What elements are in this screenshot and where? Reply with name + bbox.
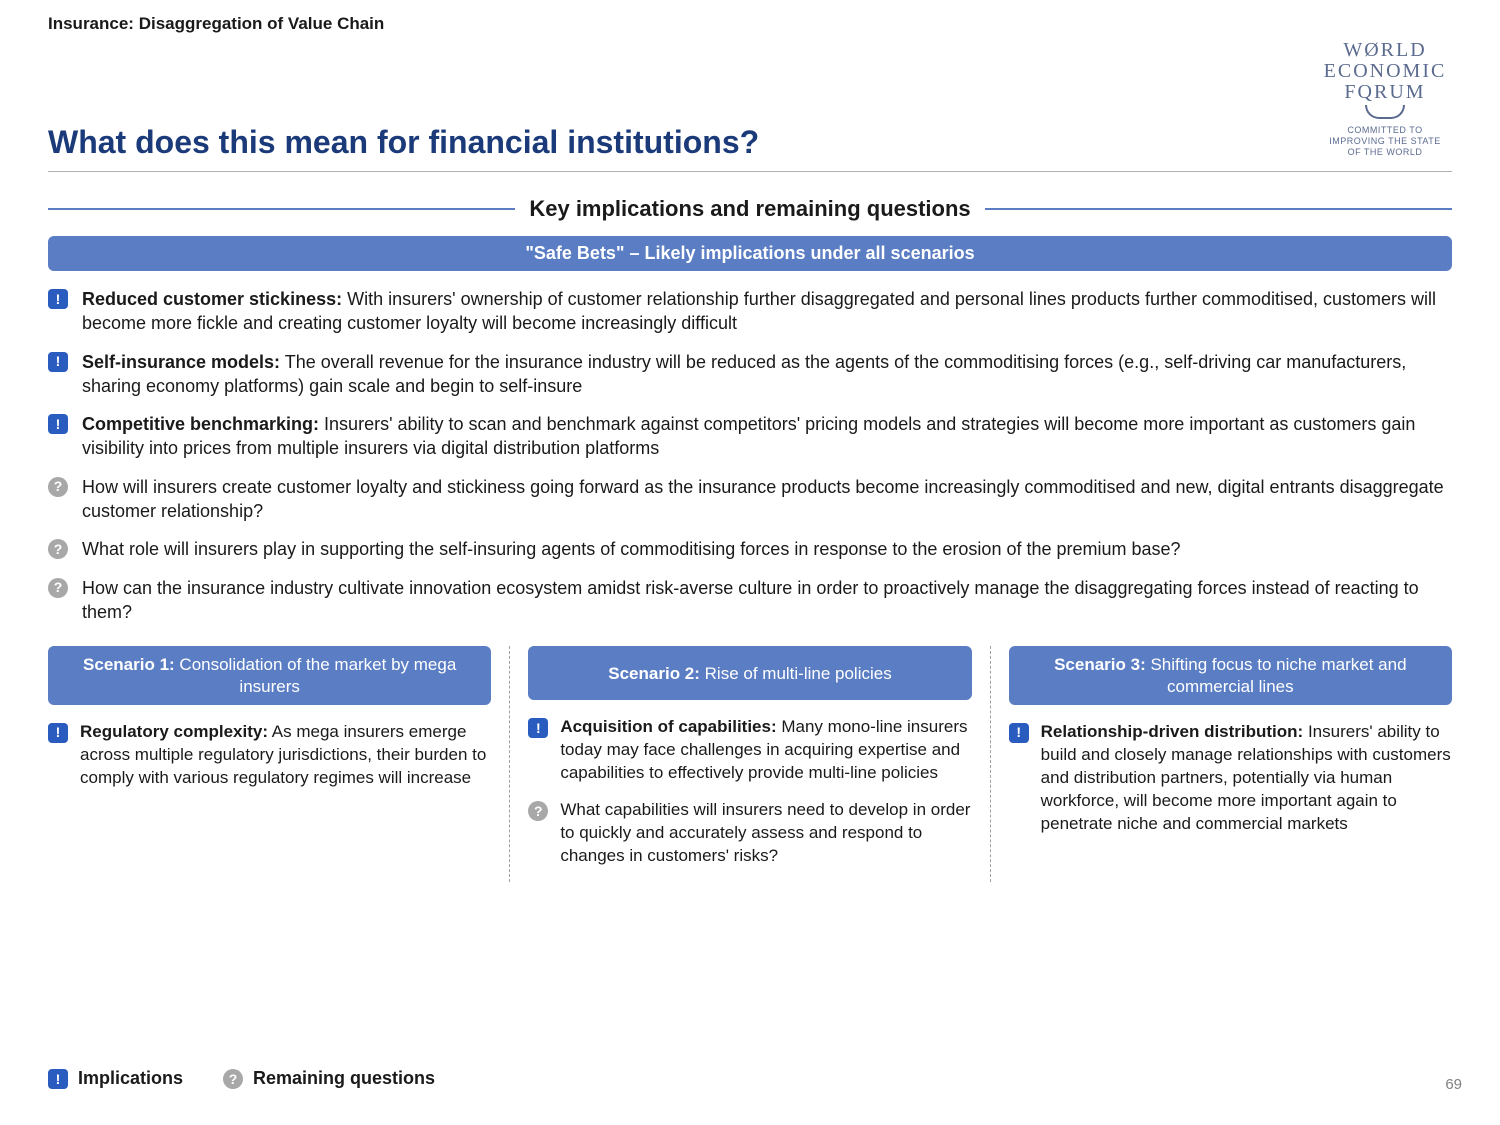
list-item-body: How will insurers create customer loyalt…	[82, 475, 1452, 524]
main-item-list: ! Reduced customer stickiness: With insur…	[48, 287, 1452, 624]
question-icon: ?	[528, 801, 548, 821]
list-item: ? What capabilities will insurers need to…	[528, 799, 971, 868]
list-item-lead: Acquisition of capabilities:	[560, 717, 776, 736]
logo-tagline3: OF THE WORLD	[1300, 147, 1470, 158]
list-item-body: How can the insurance industry cultivate…	[82, 576, 1452, 625]
list-item: ! Reduced customer stickiness: With insur…	[48, 287, 1452, 336]
scenario-header: Scenario 2: Rise of multi-line policies	[528, 646, 971, 700]
question-icon: ?	[48, 477, 68, 497]
section-header-text: Key implications and remaining questions	[529, 196, 970, 222]
logo-arc-icon	[1365, 105, 1405, 119]
list-item-body: Competitive benchmarking: Insurers' abil…	[82, 412, 1452, 461]
scenario-column: Scenario 1: Consolidation of the market …	[48, 646, 491, 882]
logo-line1: WØRLD	[1300, 40, 1470, 61]
list-item-body: Regulatory complexity: As mega insurers …	[80, 721, 491, 790]
title-rule	[48, 171, 1452, 172]
list-item-text: How can the insurance industry cultivate…	[82, 578, 1419, 622]
legend: ! Implications ? Remaining questions	[48, 1067, 435, 1089]
list-item-text: How will insurers create customer loyalt…	[82, 477, 1444, 521]
page-title: What does this mean for financial instit…	[48, 124, 1452, 161]
scenario-header-rest: Rise of multi-line policies	[700, 664, 892, 683]
exclamation-icon: !	[48, 414, 68, 434]
scenario-header-bold: Scenario 2:	[608, 664, 700, 683]
exclamation-icon: !	[48, 723, 68, 743]
wef-logo: WØRLD ECONOMIC FQRUM COMMITTED TO IMPROV…	[1300, 40, 1470, 157]
list-item: ! Regulatory complexity: As mega insurers…	[48, 721, 491, 790]
page-number: 69	[1445, 1076, 1462, 1093]
scenario-header-rest: Consolidation of the market by mega insu…	[175, 655, 457, 695]
scenarios-row: Scenario 1: Consolidation of the market …	[48, 646, 1452, 882]
legend-remaining-label: Remaining questions	[253, 1068, 435, 1089]
exclamation-icon: !	[528, 718, 548, 738]
list-item-lead: Regulatory complexity:	[80, 722, 268, 741]
scenario-column: Scenario 3: Shifting focus to niche mark…	[1009, 646, 1452, 882]
legend-remaining: ? Remaining questions	[223, 1067, 435, 1089]
exclamation-icon: !	[1009, 723, 1029, 743]
legend-implications: ! Implications	[48, 1067, 183, 1089]
list-item: ? What role will insurers play in support…	[48, 537, 1452, 561]
logo-line2: ECONOMIC	[1300, 61, 1470, 82]
question-icon: ?	[48, 578, 68, 598]
scenario-header: Scenario 3: Shifting focus to niche mark…	[1009, 646, 1452, 705]
exclamation-icon: !	[48, 289, 68, 309]
list-item: ! Self-insurance models: The overall reve…	[48, 350, 1452, 399]
section-rule-left	[48, 208, 515, 210]
list-item-lead: Relationship-driven distribution:	[1041, 722, 1304, 741]
section-header: Key implications and remaining questions	[48, 196, 1452, 222]
list-item-lead: Self-insurance models:	[82, 352, 280, 372]
list-item-text: What capabilities will insurers need to …	[560, 800, 970, 865]
safe-bets-bar: "Safe Bets" – Likely implications under …	[48, 236, 1452, 271]
list-item: ! Competitive benchmarking: Insurers' abi…	[48, 412, 1452, 461]
logo-tagline1: COMMITTED TO	[1300, 125, 1470, 136]
breadcrumb: Insurance: Disaggregation of Value Chain	[48, 14, 1452, 34]
list-item: ? How can the insurance industry cultivat…	[48, 576, 1452, 625]
exclamation-icon: !	[48, 1069, 68, 1089]
question-icon: ?	[223, 1069, 243, 1089]
list-item-body: Self-insurance models: The overall reven…	[82, 350, 1452, 399]
list-item-lead: Competitive benchmarking:	[82, 414, 319, 434]
list-item-text: What role will insurers play in supporti…	[82, 539, 1181, 559]
list-item-body: Acquisition of capabilities: Many mono-l…	[560, 716, 971, 785]
list-item-body: What capabilities will insurers need to …	[560, 799, 971, 868]
list-item-text: The overall revenue for the insurance in…	[82, 352, 1406, 396]
question-icon: ?	[48, 539, 68, 559]
scenario-column: Scenario 2: Rise of multi-line policies!…	[509, 646, 990, 882]
section-rule-right	[985, 208, 1452, 210]
scenario-header-rest: Shifting focus to niche market and comme…	[1146, 655, 1407, 695]
scenario-header-bold: Scenario 3:	[1054, 655, 1146, 674]
scenario-item-list: ! Relationship-driven distribution: Insur…	[1009, 721, 1452, 836]
list-item-lead: Reduced customer stickiness:	[82, 289, 342, 309]
scenario-header-bold: Scenario 1:	[83, 655, 175, 674]
list-item: ? How will insurers create customer loyal…	[48, 475, 1452, 524]
logo-tagline2: IMPROVING THE STATE	[1300, 136, 1470, 147]
exclamation-icon: !	[48, 352, 68, 372]
list-item: ! Relationship-driven distribution: Insur…	[1009, 721, 1452, 836]
scenario-item-list: ! Regulatory complexity: As mega insurers…	[48, 721, 491, 790]
legend-implications-label: Implications	[78, 1068, 183, 1089]
list-item-body: Relationship-driven distribution: Insure…	[1041, 721, 1452, 836]
logo-line3: FQRUM	[1300, 82, 1470, 103]
list-item: ! Acquisition of capabilities: Many mono-…	[528, 716, 971, 785]
list-item-body: Reduced customer stickiness: With insure…	[82, 287, 1452, 336]
scenario-item-list: ! Acquisition of capabilities: Many mono-…	[528, 716, 971, 868]
scenario-header: Scenario 1: Consolidation of the market …	[48, 646, 491, 705]
list-item-body: What role will insurers play in supporti…	[82, 537, 1452, 561]
